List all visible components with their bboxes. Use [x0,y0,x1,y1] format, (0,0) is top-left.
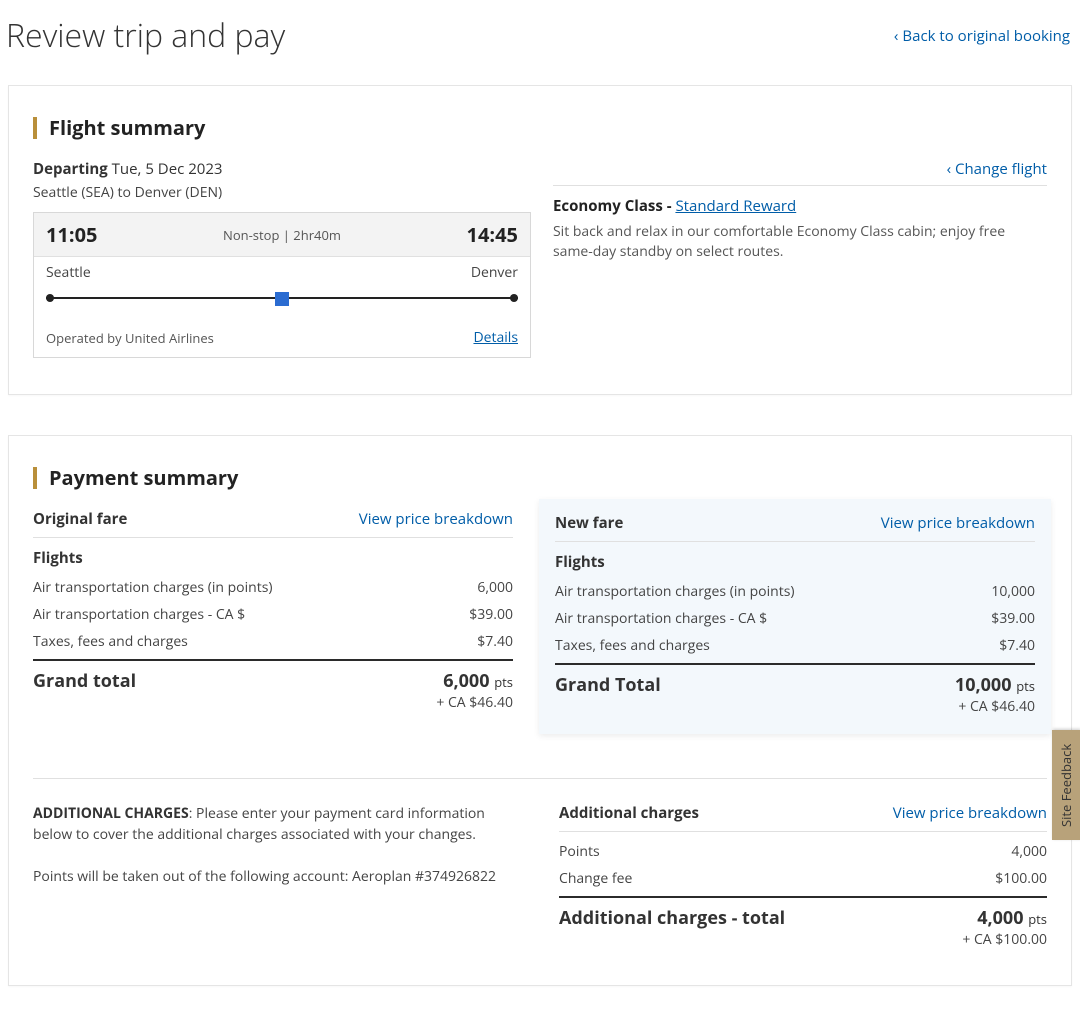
line-item: Points 4,000 [559,842,1047,861]
departing-date: Tue, 5 Dec 2023 [112,159,223,179]
line-item: Change fee $100.00 [559,869,1047,888]
site-feedback-tab[interactable]: Site Feedback [1052,730,1080,840]
grand-total-cash: + CA $46.40 [436,693,513,712]
additional-lead: ADDITIONAL CHARGES [33,804,189,823]
new-breakdown-link[interactable]: View price breakdown [881,513,1035,533]
points-unit: pts [1016,677,1035,695]
payment-summary-title: Payment summary [33,464,1047,491]
chevron-left-icon: ‹ [894,26,899,46]
additional-total-cash: + CA $100.00 [962,930,1047,949]
departing-label: Departing [33,159,108,179]
line-item: Taxes, fees and charges $7.40 [33,632,513,651]
flight-summary-title: Flight summary [33,114,1047,141]
dest-city: Denver [471,263,518,282]
page-title: Review trip and pay [6,14,285,57]
operated-by: Operated by United Airlines [46,329,214,347]
grand-total-label: Grand total [33,669,136,693]
original-fare-title: Original fare [33,509,127,529]
line-item: Air transportation charges - CA $ $39.00 [33,605,513,624]
additional-total-label: Additional charges - total [559,906,785,930]
new-fare-title: New fare [555,513,623,533]
flight-summary-card: Flight summary Departing Tue, 5 Dec 2023… [8,85,1072,395]
back-label: Back to original booking [902,26,1070,46]
additional-breakdown-link[interactable]: View price breakdown [893,803,1047,823]
original-breakdown-link[interactable]: View price breakdown [359,509,513,529]
grand-total-points: 6,000 [443,669,489,693]
line-item: Air transportation charges (in points) 6… [33,578,513,597]
flight-progress-line [46,292,518,304]
points-account-note: Points will be taken out of the followin… [33,867,521,886]
points-unit: pts [1028,910,1047,928]
depart-time: 11:05 [46,221,97,248]
cabin-class-line: Economy Class - Standard Reward [553,196,1047,216]
cabin-prefix: Economy Class - [553,196,675,216]
departing-line: Departing Tue, 5 Dec 2023 [33,159,531,179]
chevron-left-icon: ‹ [947,159,952,179]
fare-brand-link[interactable]: Standard Reward [675,196,796,216]
points-unit: pts [494,673,513,691]
line-item: Air transportation charges (in points) 1… [555,582,1035,601]
flights-label: Flights [33,548,513,568]
back-to-booking-link[interactable]: ‹ Back to original booking [894,26,1070,46]
additional-charges-column: Additional charges View price breakdown … [559,803,1047,949]
flights-label: Flights [555,552,1035,572]
additional-charges-note: ADDITIONAL CHARGES: Please enter your pa… [33,803,521,949]
change-flight-label: Change flight [955,159,1047,179]
flight-details-link[interactable]: Details [473,328,518,347]
route-text: Seattle (SEA) to Denver (DEN) [33,183,531,202]
change-flight-link[interactable]: ‹ Change flight [947,159,1047,179]
payment-summary-card: Payment summary Original fare View price… [8,435,1072,986]
arrive-time: 14:45 [467,221,518,248]
stops-duration: Non-stop | 2hr40m [223,226,341,244]
divider [33,778,1047,779]
flight-detail-box: 11:05 Non-stop | 2hr40m 14:45 Seattle De… [33,212,531,358]
line-item: Taxes, fees and charges $7.40 [555,636,1035,655]
original-fare-column: Original fare View price breakdown Fligh… [33,509,513,734]
cabin-description: Sit back and relax in our comfortable Ec… [553,222,1047,263]
additional-total-points: 4,000 [977,906,1023,930]
grand-total-cash: + CA $46.40 [955,697,1035,716]
additional-charges-title: Additional charges [559,803,699,823]
grand-total-points: 10,000 [955,673,1012,697]
grand-total-label: Grand Total [555,673,661,697]
line-item: Air transportation charges - CA $ $39.00 [555,609,1035,628]
airline-marker-icon [275,292,289,306]
new-fare-column: New fare View price breakdown Flights Ai… [539,499,1051,734]
origin-city: Seattle [46,263,91,282]
